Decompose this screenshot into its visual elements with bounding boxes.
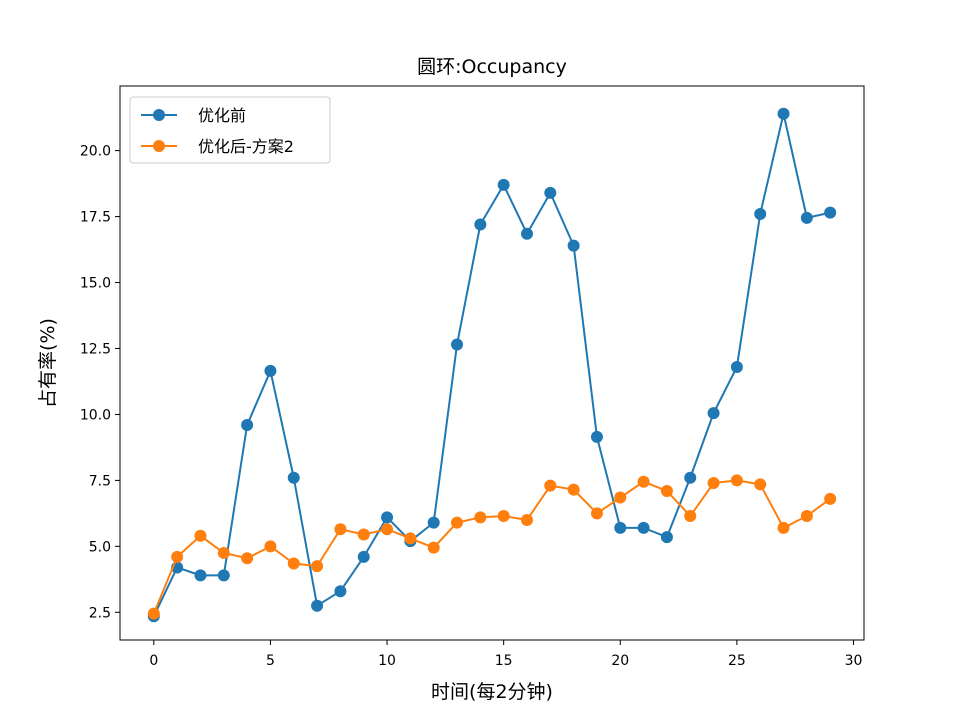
x-tick-label: 0 [149,653,158,669]
series-0-point [684,471,697,484]
series-1-point [334,523,347,536]
y-tick-label: 17.5 [80,210,111,226]
legend: 优化前 优化后-方案2 [129,96,331,164]
series-0-point [590,430,603,443]
series-1-point [590,507,603,520]
x-tick-label: 5 [266,653,275,669]
plot-background [120,86,864,640]
series-1-point [427,541,440,554]
legend-marker-0 [153,109,165,121]
series-0-point [451,338,464,351]
series-1-point [614,491,627,504]
series-0-point [381,511,394,524]
y-tick-label: 20.0 [80,144,111,160]
y-tick-label: 2.5 [89,605,111,621]
series-0-point [497,178,510,191]
series-1-point [264,540,277,553]
legend-label-0: 优化前 [198,106,246,125]
series-1-point [637,475,650,488]
series-0-point [544,186,557,199]
series-0-point [311,599,324,612]
series-0-point [217,569,230,582]
x-axis-title: 时间(每2分钟) [431,681,553,703]
x-tick-label: 30 [845,653,863,669]
series-1-point [241,552,254,565]
series-0-point [660,531,673,544]
plot-frame [119,85,865,641]
series-layer [147,107,837,623]
series-0-point [754,207,767,220]
series-0-point [241,418,254,431]
series-1-point [800,510,813,523]
series-1-point [217,546,230,559]
series-1-point [824,492,837,505]
series-1-point [567,483,580,496]
y-tick-label: 5.0 [89,539,111,555]
series-0-point [427,516,440,529]
legend-box [129,96,331,164]
x-axis: 0 5 10 15 20 25 30 [149,640,862,669]
series-1-point [730,474,743,487]
chart-title: 圆环:Occupancy [417,56,567,78]
legend-label-1: 优化后-方案2 [198,137,294,156]
y-axis: 2.5 5.0 7.5 10.0 12.5 15.0 17.5 20.0 [80,144,120,621]
x-tick-label: 20 [611,653,629,669]
series-0-point [567,239,580,252]
series-0-point [194,569,207,582]
series-1-point [544,479,557,492]
series-1-point [147,607,160,620]
x-tick-label: 10 [378,653,396,669]
series-1-point [311,560,324,573]
series-0-point [637,521,650,534]
series-0-point [730,360,743,373]
x-tick-label: 25 [728,653,746,669]
series-1-point [381,523,394,536]
series-0-point [777,107,790,120]
series-1-point [171,550,184,563]
legend-marker-1 [153,140,165,152]
series-0-point [824,206,837,219]
y-tick-label: 7.5 [89,473,111,489]
series-1-point [404,532,417,545]
series-1-point [707,477,720,490]
y-axis-title: 占有率(%) [37,318,59,408]
series-1-point [194,529,207,542]
series-1-point [474,511,487,524]
y-tick-label: 12.5 [80,341,111,357]
series-1-point [451,516,464,529]
series-line-0 [152,112,831,617]
series-0-point [520,227,533,240]
series-0-point [334,585,347,598]
y-tick-label: 10.0 [80,407,111,423]
series-0-point [357,550,370,563]
series-1-point [497,510,510,523]
series-0-point [707,407,720,420]
series-1-point [684,510,697,523]
series-1-point [287,557,300,570]
y-tick-label: 15.0 [80,276,111,292]
series-0-point [474,218,487,231]
series-1-point [660,484,673,497]
series-1-point [520,513,533,526]
series-1-point [357,528,370,541]
series-0-point [614,521,627,534]
series-1-point [777,521,790,534]
series-0-point [287,471,300,484]
series-1-point [754,478,767,491]
series-0-point [800,211,813,224]
x-tick-label: 15 [495,653,513,669]
series-0-point [264,364,277,377]
